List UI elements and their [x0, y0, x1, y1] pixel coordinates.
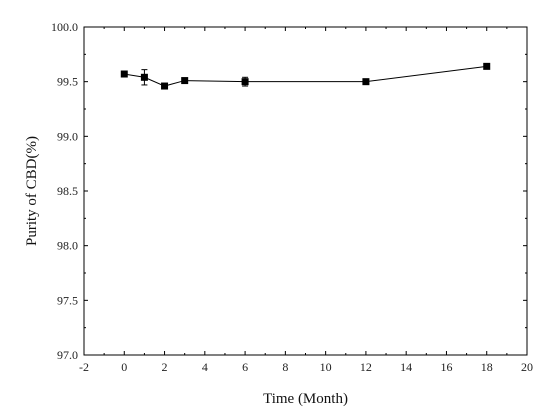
x-tick-label: 18 [481, 360, 493, 374]
x-axis-ticks: -2 0 2 4 6 8 10 12 14 16 18 20 [79, 27, 533, 374]
data-point [120, 70, 128, 78]
x-tick-label: 4 [202, 360, 208, 374]
data-point [241, 78, 249, 86]
data-point [181, 77, 189, 85]
x-tick-label: -2 [79, 360, 89, 374]
data-point [161, 82, 169, 90]
x-tick-label: 14 [400, 360, 412, 374]
x-tick-label: 10 [320, 360, 332, 374]
x-tick-label: 8 [282, 360, 288, 374]
y-tick-label: 99.5 [57, 75, 78, 89]
data-point [483, 62, 491, 70]
x-tick-label: 20 [521, 360, 533, 374]
x-tick-label: 12 [360, 360, 372, 374]
y-tick-label: 98.5 [57, 184, 78, 198]
y-axis-title: Purity of CBD(%) [24, 136, 40, 246]
x-tick-label: 2 [162, 360, 168, 374]
series-line [124, 65, 487, 87]
plot-frame [83, 26, 528, 356]
series-layer [120, 62, 491, 90]
x-axis-title: Time (Month) [263, 391, 348, 407]
x-tick-label: 0 [121, 360, 127, 374]
data-point [362, 78, 370, 86]
x-tick-label: 6 [242, 360, 248, 374]
data-point [140, 73, 148, 81]
x-tick-label: 16 [440, 360, 452, 374]
y-tick-label: 99.0 [57, 129, 78, 143]
y-tick-label: 97.5 [57, 293, 78, 307]
y-tick-label: 98.0 [57, 239, 78, 253]
y-axis-ticks: 97.0 97.5 98.0 98.5 99.0 99.5 100.0 [51, 20, 527, 362]
y-tick-label: 97.0 [57, 348, 78, 362]
y-tick-label: 100.0 [51, 20, 78, 34]
